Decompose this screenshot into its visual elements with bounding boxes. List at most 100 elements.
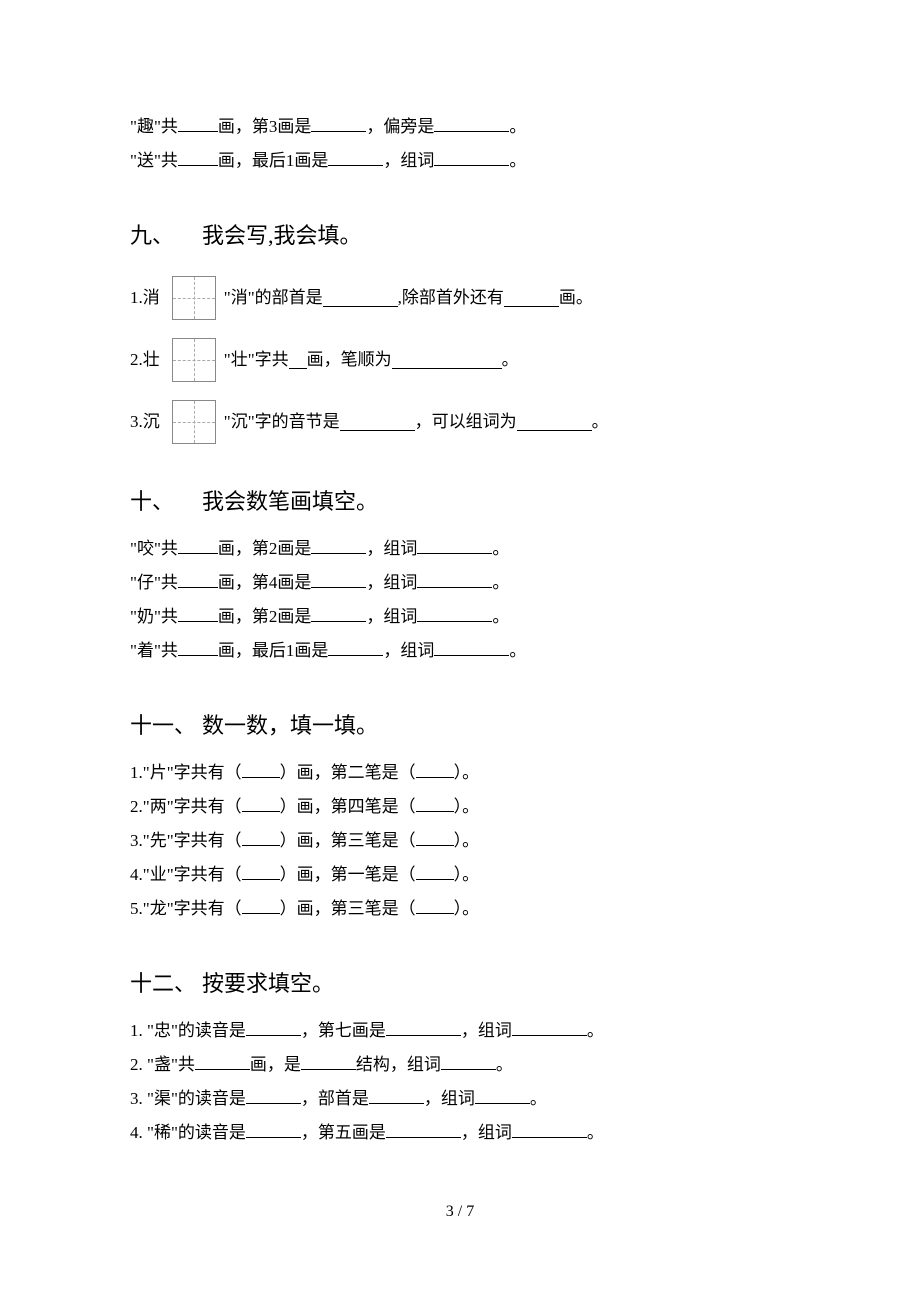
- blank: [311, 536, 366, 554]
- blank: [434, 114, 509, 132]
- blank: [242, 862, 280, 880]
- heading-number: 十、: [130, 480, 202, 524]
- blank: [178, 148, 218, 166]
- text: ）。: [454, 865, 480, 884]
- text: "着"共: [130, 641, 178, 660]
- heading-title: 数一数，填一填。: [202, 713, 378, 738]
- text: 3. "渠"的读音是: [130, 1089, 246, 1108]
- blank: [178, 536, 218, 554]
- blank: [242, 794, 280, 812]
- item-prefix: 2.壮: [130, 343, 160, 377]
- text: ，组词: [366, 573, 417, 592]
- blank: [512, 1120, 587, 1138]
- text: ）。: [454, 899, 480, 918]
- text: "送"共: [130, 151, 178, 170]
- section-10-heading: 十、我会数笔画填空。: [130, 480, 790, 524]
- blank: [178, 638, 218, 656]
- s12-row-1: 1. "忠"的读音是，第七画是，组词。: [130, 1014, 790, 1048]
- text: 4."业"字共有（: [130, 865, 242, 884]
- text: ，组词: [366, 539, 417, 558]
- writing-grid-icon: [172, 276, 216, 320]
- text: 。: [502, 343, 519, 377]
- text: 5."龙"字共有（: [130, 899, 242, 918]
- page-content: "趣"共画，第3画是，偏旁是。 "送"共画，最后1画是，组词。 九、我会写,我会…: [0, 0, 920, 1268]
- item-prefix: 1.消: [130, 281, 160, 315]
- blank: [340, 413, 415, 431]
- blank: [301, 1052, 356, 1070]
- blank: [416, 862, 454, 880]
- page-number: 3 / 7: [130, 1196, 790, 1228]
- blank: [512, 1018, 587, 1036]
- writing-grid-icon: [172, 338, 216, 382]
- text: "消"的部首是: [224, 281, 323, 315]
- text: ，组词: [383, 641, 434, 660]
- section-11-heading: 十一、数一数，填一填。: [130, 704, 790, 748]
- section-12-heading: 十二、按要求填空。: [130, 962, 790, 1006]
- text: 画，第2画是: [218, 539, 312, 558]
- blank: [417, 570, 492, 588]
- text: "沉"字的音节是: [224, 405, 340, 439]
- blank: [416, 896, 454, 914]
- heading-title: 我会数笔画填空。: [202, 489, 378, 514]
- top-line-2: "送"共画，最后1画是，组词。: [130, 144, 790, 178]
- blank: [504, 289, 559, 307]
- blank: [417, 536, 492, 554]
- blank: [386, 1018, 461, 1036]
- text: ，可以组词为: [415, 405, 517, 439]
- text: 1. "忠"的读音是: [130, 1021, 246, 1040]
- text: 画。: [559, 281, 593, 315]
- blank: [328, 148, 383, 166]
- blank: [441, 1052, 496, 1070]
- text: ）画，第二笔是（: [280, 763, 416, 782]
- text: "仔"共: [130, 573, 178, 592]
- text: 3."先"字共有（: [130, 831, 242, 850]
- blank: [416, 760, 454, 778]
- text: 画，第4画是: [218, 573, 312, 592]
- blank: [246, 1120, 301, 1138]
- writing-grid-icon: [172, 400, 216, 444]
- blank: [178, 570, 218, 588]
- text: 画，第2画是: [218, 607, 312, 626]
- blank: [434, 148, 509, 166]
- text: "咬"共: [130, 539, 178, 558]
- text: 2."两"字共有（: [130, 797, 242, 816]
- s9-item-3: 3.沉 "沉"字的音节是 ，可以组词为 。: [130, 400, 790, 444]
- item-prefix: 3.沉: [130, 405, 160, 439]
- text: 画，最后1画是: [218, 151, 329, 170]
- text: ，组词: [424, 1089, 475, 1108]
- text: ，组词: [383, 151, 434, 170]
- text: 。: [587, 1021, 604, 1040]
- text: 。: [587, 1123, 604, 1142]
- text: ）画，第四笔是（: [280, 797, 416, 816]
- s11-row-1: 1."片"字共有（）画，第二笔是（）。: [130, 756, 790, 790]
- s10-row-4: "着"共画，最后1画是，组词。: [130, 634, 790, 668]
- s11-row-4: 4."业"字共有（）画，第一笔是（）。: [130, 858, 790, 892]
- heading-number: 九、: [130, 214, 202, 258]
- blank: [434, 638, 509, 656]
- blank: [178, 604, 218, 622]
- text: 。: [509, 641, 526, 660]
- text: 画，是: [250, 1055, 301, 1074]
- text: 结构，组词: [356, 1055, 441, 1074]
- s9-item-1: 1.消 "消"的部首是,除部首外还有画。: [130, 276, 790, 320]
- text: 画，第3画是: [218, 117, 312, 136]
- blank: [242, 896, 280, 914]
- text: 。: [592, 405, 609, 439]
- text: 。: [509, 117, 526, 136]
- heading-number: 十一、: [130, 704, 202, 748]
- blank: [311, 114, 366, 132]
- blank: [195, 1052, 250, 1070]
- blank: [323, 289, 398, 307]
- text: 4. "稀"的读音是: [130, 1123, 246, 1142]
- blank: [178, 114, 218, 132]
- text: ，组词: [461, 1123, 512, 1142]
- blank: [386, 1120, 461, 1138]
- blank: [242, 828, 280, 846]
- blank: [392, 351, 502, 369]
- text: 。: [492, 539, 509, 558]
- text: 画，笔顺为: [307, 343, 392, 377]
- blank: [417, 604, 492, 622]
- s10-row-3: "奶"共画，第2画是，组词。: [130, 600, 790, 634]
- text: 。: [492, 607, 509, 626]
- text: ）。: [454, 831, 480, 850]
